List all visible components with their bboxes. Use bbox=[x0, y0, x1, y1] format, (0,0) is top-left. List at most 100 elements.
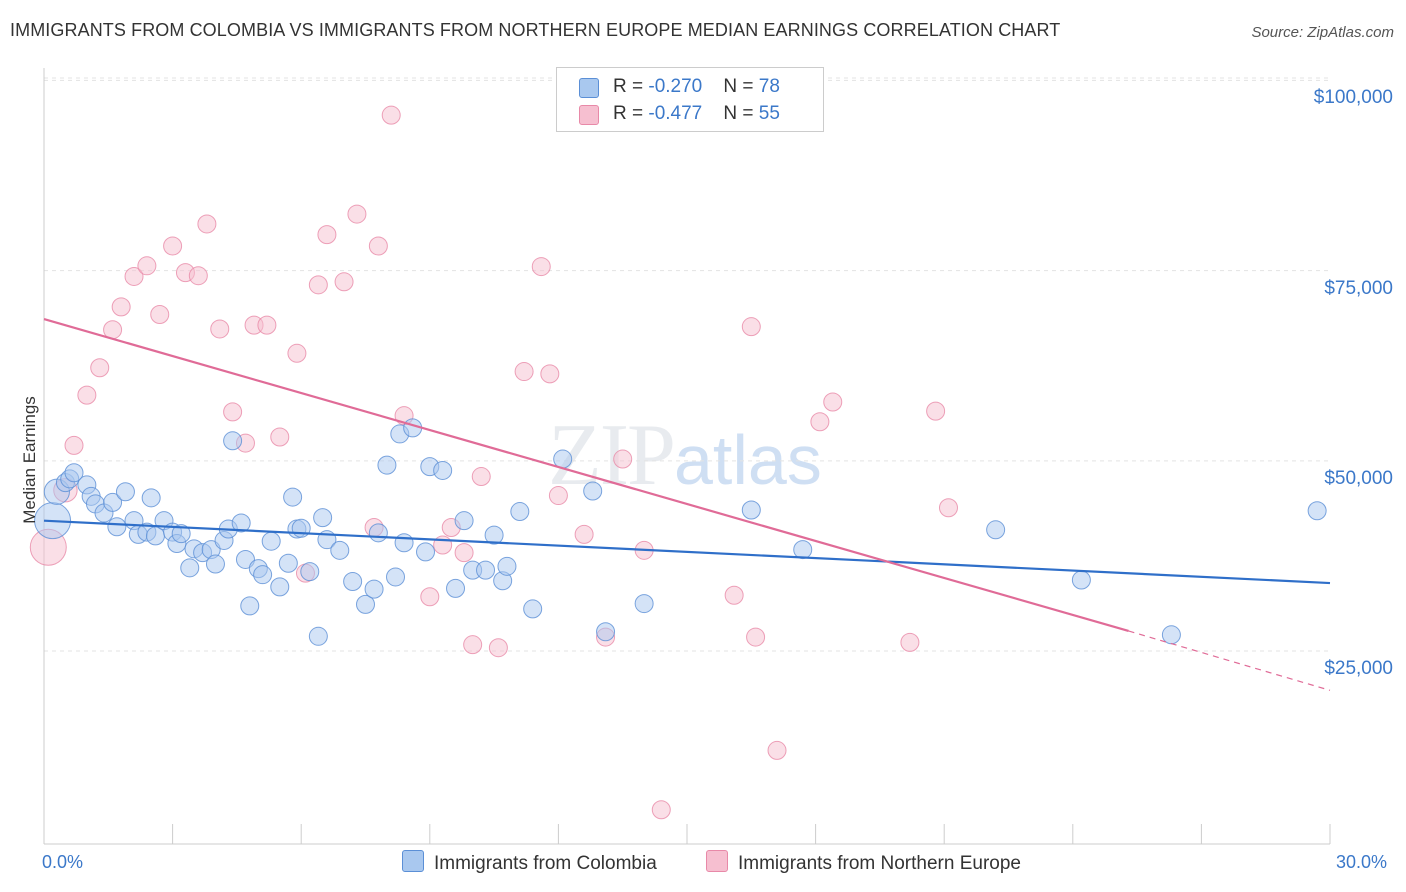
colombia-point bbox=[986, 520, 1006, 540]
legend-item-colombia[interactable]: Immigrants from Colombia bbox=[402, 850, 657, 875]
northern-europe-point bbox=[463, 635, 483, 655]
colombia-point bbox=[368, 523, 388, 543]
northern-europe-point bbox=[308, 275, 328, 295]
colombia-point bbox=[741, 500, 761, 520]
colombia-point bbox=[103, 492, 123, 512]
colombia-point bbox=[231, 513, 251, 533]
northern-europe-point bbox=[381, 105, 401, 125]
legend-northern-europe-label: Immigrants from Northern Europe bbox=[738, 853, 1021, 874]
colombia-point bbox=[433, 460, 453, 480]
colombia-point bbox=[313, 508, 333, 528]
colombia-point bbox=[416, 542, 436, 562]
legend-item-northern-europe[interactable]: Immigrants from Northern Europe bbox=[706, 850, 1021, 875]
northern-europe-point bbox=[210, 319, 230, 339]
colombia-r-value: -0.270 bbox=[648, 76, 703, 97]
axes bbox=[43, 68, 1331, 845]
northern-europe-point bbox=[531, 257, 551, 277]
colombia-point bbox=[364, 579, 384, 599]
northern-europe-point bbox=[317, 225, 337, 245]
colombia-point bbox=[394, 533, 414, 553]
watermark-atlas: atlas bbox=[674, 421, 822, 499]
northern-europe-point bbox=[137, 256, 157, 276]
colombia-r-label: R = bbox=[613, 76, 649, 97]
northern-europe-point bbox=[420, 587, 440, 607]
northern-europe-point bbox=[77, 385, 97, 405]
legend-northern-europe-swatch bbox=[706, 850, 728, 872]
colombia-n-label: N = bbox=[723, 76, 759, 97]
northern-europe-point bbox=[548, 486, 568, 506]
northern-europe-point bbox=[90, 358, 110, 378]
northern-europe-point bbox=[574, 524, 594, 544]
colombia-point bbox=[107, 517, 127, 537]
colombia-point bbox=[180, 558, 200, 578]
northern-europe-point bbox=[746, 627, 766, 647]
colombia-point bbox=[240, 596, 260, 616]
colombia-point bbox=[261, 531, 281, 551]
northern-europe-stats-text: R = -0.477 N = 55 bbox=[613, 103, 780, 125]
colombia-point bbox=[223, 431, 243, 451]
northern-europe-point bbox=[124, 266, 144, 286]
colombia-point bbox=[583, 481, 603, 501]
x-tick-label-max: 30.0% bbox=[1336, 852, 1388, 872]
colombia-point bbox=[64, 463, 84, 483]
colombia-point bbox=[343, 572, 363, 592]
colombia-points bbox=[34, 418, 1327, 646]
colombia-point bbox=[1071, 570, 1091, 590]
northern-europe-point bbox=[188, 266, 208, 286]
northern-europe-point bbox=[368, 236, 388, 256]
stats-box: R = -0.270 N = 78 R = -0.477 N = 55 bbox=[556, 67, 824, 132]
northern-europe-point bbox=[287, 343, 307, 363]
northern-europe-point bbox=[613, 449, 633, 469]
x-tick-label-min: 0.0% bbox=[42, 852, 84, 872]
colombia-swatch bbox=[579, 78, 599, 98]
colombia-point bbox=[291, 518, 311, 538]
y-tick-label: $25,000 bbox=[1324, 658, 1393, 680]
colombia-point bbox=[115, 482, 135, 502]
y-axis-label: Median Earnings bbox=[20, 396, 39, 524]
colombia-point bbox=[235, 549, 255, 569]
northern-europe-point bbox=[651, 800, 671, 820]
y-tick-label: $75,000 bbox=[1324, 277, 1393, 299]
colombia-trend-line bbox=[43, 519, 1331, 585]
northern-europe-point bbox=[64, 435, 84, 455]
northern-europe-point bbox=[197, 214, 217, 234]
source-label: Source: ZipAtlas.com bbox=[1251, 24, 1394, 41]
northern-europe-point bbox=[111, 297, 131, 317]
northern-europe-point bbox=[163, 236, 183, 256]
colombia-point bbox=[377, 455, 397, 475]
colombia-point bbox=[497, 556, 517, 576]
northern-europe-point bbox=[454, 543, 474, 563]
northern-europe-r-label: R = bbox=[613, 103, 649, 124]
northern-europe-point bbox=[767, 740, 787, 760]
y-tick-label: $100,000 bbox=[1313, 87, 1393, 109]
northern-europe-point bbox=[223, 402, 243, 422]
trend-lines bbox=[43, 318, 1331, 691]
colombia-point bbox=[205, 554, 225, 574]
northern-europe-point bbox=[270, 427, 290, 447]
colombia-point bbox=[330, 540, 350, 560]
northern-europe-n-label: N = bbox=[723, 103, 759, 124]
colombia-point bbox=[454, 511, 474, 531]
northern-europe-point bbox=[471, 467, 491, 487]
northern-europe-points bbox=[29, 105, 958, 820]
colombia-point bbox=[270, 577, 290, 597]
northern-europe-point bbox=[823, 392, 843, 412]
northern-europe-swatch bbox=[579, 105, 599, 125]
colombia-point bbox=[484, 525, 504, 545]
colombia-point bbox=[141, 488, 161, 508]
colombia-point bbox=[523, 599, 543, 619]
northern-europe-point bbox=[900, 632, 920, 652]
northern-europe-point bbox=[540, 364, 560, 384]
colombia-point bbox=[476, 560, 496, 580]
colombia-point bbox=[253, 565, 273, 585]
grid bbox=[44, 77, 1330, 652]
northern-europe-point bbox=[347, 204, 367, 224]
northern-europe-point bbox=[724, 585, 744, 605]
northern-europe-r-value: -0.477 bbox=[648, 103, 703, 124]
colombia-point bbox=[596, 622, 616, 642]
colombia-stats-text: R = -0.270 N = 78 bbox=[613, 76, 780, 98]
chart-title: IMMIGRANTS FROM COLOMBIA VS IMMIGRANTS F… bbox=[10, 20, 1061, 40]
colombia-point bbox=[386, 567, 406, 587]
colombia-point bbox=[171, 524, 191, 544]
